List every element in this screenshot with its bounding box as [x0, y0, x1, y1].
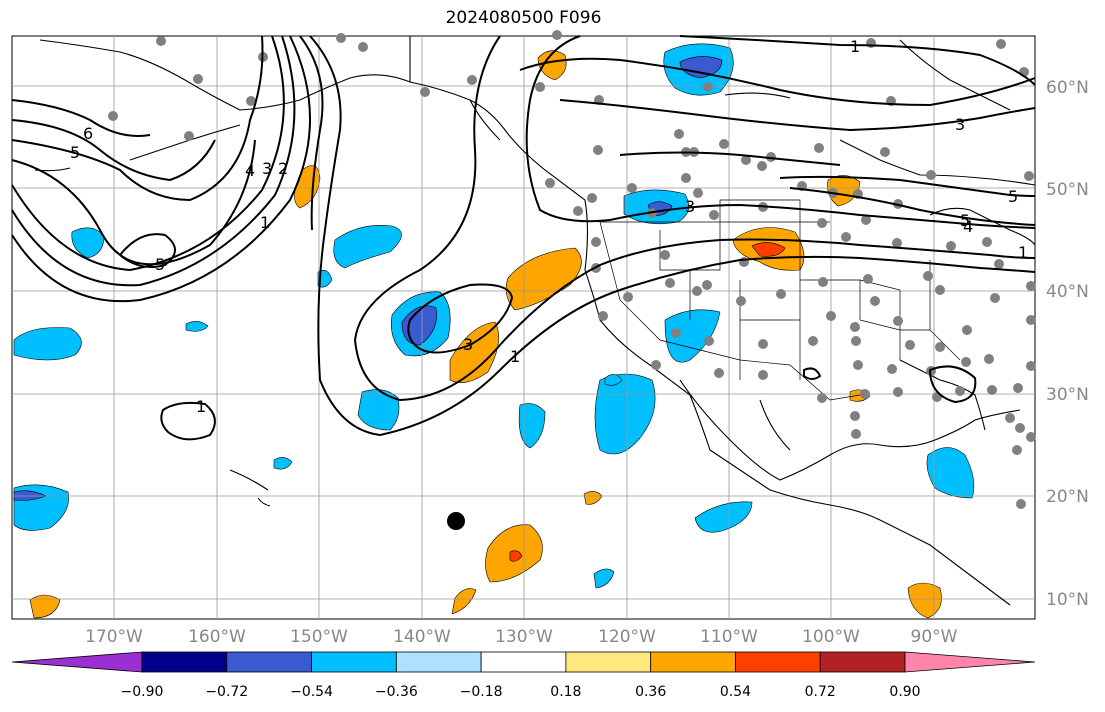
negative-anomaly-region [13, 327, 82, 361]
strong-positive-anomaly [751, 242, 786, 257]
lat-label: 40°N [1046, 282, 1089, 302]
contour-label: 5 [70, 143, 80, 162]
contour-label: 1 [510, 347, 520, 366]
forecast-map: 1 3 5 6 5 4 3 2 1 5 3 1 1 5 4 1 3 [11, 30, 1036, 620]
contour-label: 5 [1008, 187, 1018, 206]
contour-label: 4 [963, 217, 973, 236]
strong-positive-anomaly [509, 550, 523, 562]
anomaly-shading [13, 43, 975, 619]
coastlines [34, 36, 1036, 606]
contour-label: 3 [955, 115, 965, 134]
colorbar-tick-label: 0.90 [889, 684, 921, 700]
contour-label: 1 [260, 213, 270, 232]
colorbar-tick-label: 0.18 [550, 684, 582, 700]
colorbar-tick-label: 0.36 [635, 684, 667, 700]
negative-anomaly-region [333, 225, 402, 269]
lat-label: 30°N [1046, 385, 1089, 405]
negative-anomaly-core [679, 56, 723, 79]
negative-anomaly-region [273, 457, 293, 470]
lon-label: 170°W [85, 627, 143, 647]
lon-label: 130°W [495, 627, 553, 647]
colorbar-extend-min [11, 651, 143, 673]
lon-label: 160°W [188, 627, 246, 647]
lon-label: 90°W [910, 627, 958, 647]
lat-label: 20°N [1046, 487, 1089, 507]
negative-anomaly-region [518, 403, 546, 449]
negative-anomaly-region [71, 227, 105, 259]
contour-label: 5 [960, 211, 970, 230]
negative-anomaly-region [593, 568, 615, 589]
contour-label: 3 [262, 159, 272, 178]
colorbar-extend-max [904, 651, 1036, 673]
colorbar-segment [819, 651, 906, 673]
colorbar-tick-label: 0.54 [719, 684, 752, 700]
contour-label: 3 [463, 335, 473, 354]
colorbar-segment [395, 651, 482, 673]
negative-anomaly-region [185, 321, 209, 332]
lon-label: 110°W [700, 627, 758, 647]
contour-labels: 1 3 5 6 5 4 3 2 1 5 3 1 1 5 4 1 3 [70, 37, 1028, 416]
lon-label: 140°W [393, 627, 451, 647]
map-title: 2024080500 F096 [445, 8, 602, 28]
graticule [12, 36, 1035, 619]
contour-label: 2 [278, 159, 288, 178]
colorbar [11, 651, 1036, 673]
contour-label: 1 [1018, 243, 1028, 262]
positive-anomaly-region [505, 247, 582, 311]
colorbar-tick-label: 0.72 [804, 684, 836, 700]
negative-anomaly-region [317, 269, 333, 288]
contour-label: 5 [155, 255, 165, 274]
reference-marker [447, 512, 465, 530]
lon-label: 100°W [802, 627, 860, 647]
lat-label: 50°N [1046, 180, 1089, 200]
positive-anomaly-region [907, 582, 942, 619]
colorbar-tick-label: −0.72 [205, 684, 249, 700]
positive-anomaly-region [537, 50, 567, 81]
lon-label: 150°W [290, 627, 348, 647]
colorbar-segment [226, 651, 312, 673]
negative-anomaly-region [357, 389, 400, 431]
colorbar-tick-label: −0.54 [290, 684, 333, 700]
negative-anomaly-region [926, 447, 975, 499]
negative-anomaly-region [694, 501, 753, 533]
colorbar-segment [480, 651, 567, 673]
lat-label: 60°N [1046, 78, 1089, 98]
contour-label: 4 [245, 161, 255, 180]
colorbar-tick-label: −0.18 [459, 684, 503, 700]
negative-anomaly-region [604, 374, 623, 386]
lon-label: 120°W [598, 627, 656, 647]
positive-anomaly-region [451, 588, 477, 615]
colorbar-segment [311, 651, 397, 673]
negative-anomaly-core [401, 305, 437, 346]
lat-label: 10°N [1046, 590, 1089, 610]
colorbar-segment [650, 651, 736, 673]
contour-label: 6 [83, 124, 93, 143]
contour-label: 1 [850, 37, 860, 56]
colorbar-tick-label: −0.90 [120, 684, 164, 700]
colorbar-tick-label: −0.36 [374, 684, 418, 700]
map-frame [11, 35, 1036, 620]
contour-label: 3 [685, 197, 695, 216]
contour-label: 1 [196, 397, 206, 416]
colorbar-segment [565, 651, 652, 673]
contour-lines [11, 35, 1036, 441]
colorbar-segment [141, 651, 228, 673]
positive-anomaly-region [29, 594, 61, 619]
colorbar-segment [735, 651, 821, 673]
